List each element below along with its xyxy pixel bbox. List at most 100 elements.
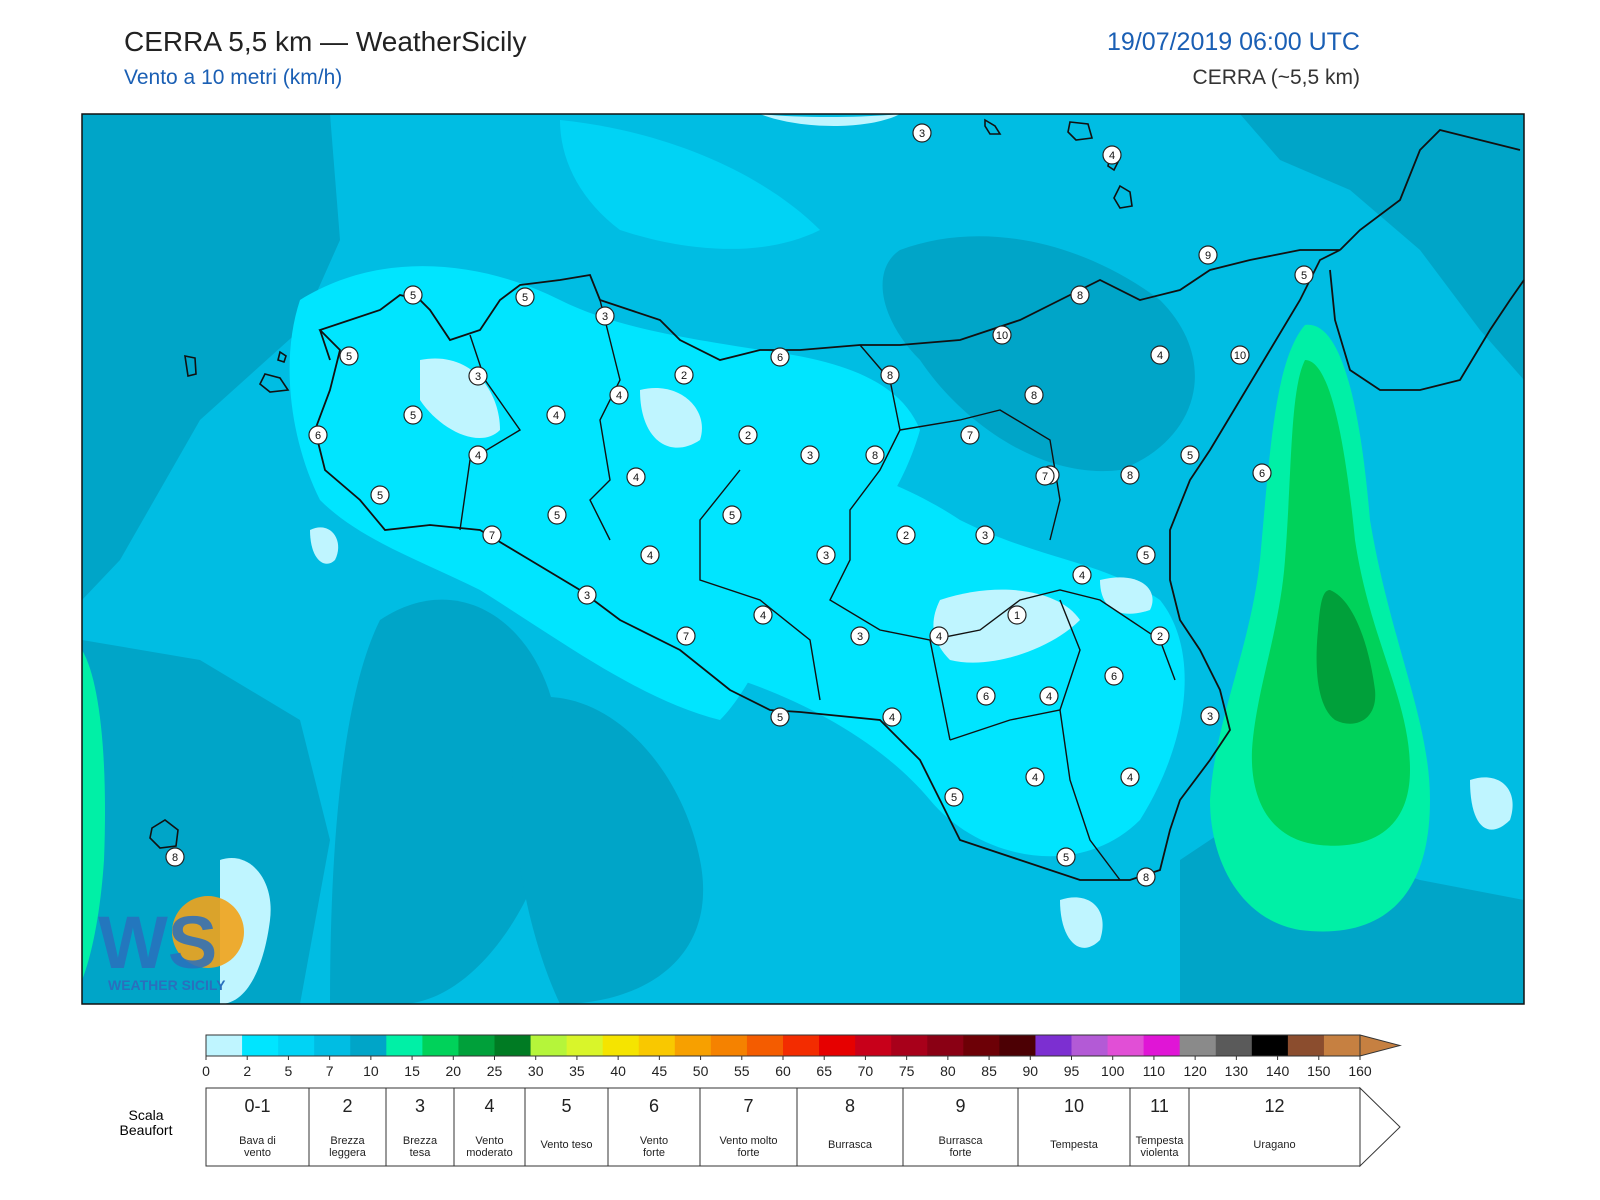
station-marker: 2	[1150, 626, 1170, 646]
station-marker: 5	[1136, 545, 1156, 565]
station-marker: 4	[929, 626, 949, 646]
colorbar-tick-label: 150	[1307, 1063, 1331, 1079]
station-marker: 8	[865, 445, 885, 465]
station-value: 6	[983, 691, 989, 703]
colorbar	[205, 1034, 1402, 1057]
station-marker: 3	[975, 525, 995, 545]
colorbar-tick-label: 160	[1348, 1063, 1372, 1079]
colorbar-swatch	[386, 1035, 423, 1056]
station-value: 9	[1205, 250, 1211, 262]
beaufort-name: vento	[244, 1147, 271, 1159]
station-marker: 4	[1072, 565, 1092, 585]
station-marker: 7	[1035, 466, 1055, 486]
station-value: 4	[553, 410, 559, 422]
station-marker: 10	[1230, 345, 1250, 365]
colorbar-swatch	[242, 1035, 279, 1056]
station-marker: 3	[1200, 706, 1220, 726]
beaufort-name: Vento teso	[541, 1139, 593, 1151]
station-marker: 8	[1120, 465, 1140, 485]
beaufort-name: moderato	[466, 1147, 512, 1159]
beaufort-name: forte	[643, 1147, 665, 1159]
station-value: 3	[1207, 711, 1213, 723]
colorbar-swatch	[1035, 1035, 1072, 1056]
station-value: 5	[377, 490, 383, 502]
colorbar-swatch	[674, 1035, 712, 1056]
beaufort-name: violenta	[1141, 1147, 1180, 1159]
map-frame	[81, 113, 1525, 1005]
beaufort-number: 5	[561, 1096, 571, 1116]
station-value: 5	[777, 712, 783, 724]
station-marker: 5	[1056, 847, 1076, 867]
colorbar-tick-label: 100	[1101, 1063, 1125, 1079]
beaufort-number: 7	[743, 1096, 753, 1116]
station-value: 10	[1234, 350, 1246, 362]
beaufort-name: Tempesta	[1136, 1135, 1185, 1147]
colorbar-swatch	[1179, 1035, 1217, 1056]
beaufort-name: Burrasca	[938, 1135, 983, 1147]
station-value: 4	[616, 390, 622, 402]
colorbar-tick-label: 60	[775, 1063, 791, 1079]
colorbar-tick-label: 10	[363, 1063, 379, 1079]
station-marker: 4	[1025, 767, 1045, 787]
station-value: 1	[1014, 610, 1020, 622]
station-marker: 3	[468, 366, 488, 386]
station-value: 5	[410, 290, 416, 302]
beaufort-label-line1: Scala	[128, 1107, 163, 1123]
station-value: 2	[745, 430, 751, 442]
beaufort-number: 0-1	[244, 1096, 270, 1116]
colorbar-swatch	[999, 1035, 1036, 1056]
station-marker: 3	[816, 545, 836, 565]
station-value: 8	[1077, 290, 1083, 302]
station-value: 4	[1109, 150, 1115, 162]
weathersicily-logo: WS WEATHER SICILY	[98, 896, 244, 993]
station-value: 4	[1032, 772, 1038, 784]
map-title: CERRA 5,5 km — WeatherSicily	[124, 26, 527, 57]
station-marker: 6	[1104, 666, 1124, 686]
colorbar-tick-label: 2	[243, 1063, 251, 1079]
beaufort-number: 11	[1150, 1096, 1169, 1116]
station-value: 5	[1301, 270, 1307, 282]
station-value: 4	[760, 610, 766, 622]
beaufort-number: 4	[484, 1096, 494, 1116]
colorbar-swatch	[891, 1035, 928, 1056]
colorbar-tick-label: 70	[858, 1063, 874, 1079]
colorbar-tick-label: 20	[445, 1063, 461, 1079]
station-marker: 1	[1007, 605, 1027, 625]
station-marker: 5	[339, 346, 359, 366]
beaufort-name: Tempesta	[1050, 1139, 1099, 1151]
station-value: 4	[633, 472, 639, 484]
station-marker: 4	[546, 405, 566, 425]
colorbar-swatch	[350, 1035, 387, 1056]
station-value: 10	[996, 330, 1008, 342]
beaufort-name: Brezza	[330, 1135, 365, 1147]
station-value: 3	[584, 590, 590, 602]
station-value: 6	[777, 352, 783, 364]
colorbar-swatch	[206, 1035, 243, 1056]
beaufort-number: 12	[1264, 1096, 1284, 1116]
colorbar-tick-label: 25	[487, 1063, 503, 1079]
station-marker: 10	[992, 325, 1012, 345]
station-value: 7	[1042, 471, 1048, 483]
colorbar-swatch	[1215, 1035, 1253, 1056]
station-value: 4	[647, 550, 653, 562]
station-value: 7	[683, 631, 689, 643]
station-value: 7	[489, 530, 495, 542]
islands	[149, 118, 1133, 849]
station-marker: 6	[1252, 463, 1272, 483]
station-value: 2	[681, 370, 687, 382]
colorbar-swatch	[746, 1035, 784, 1056]
station-value: 3	[919, 128, 925, 140]
station-value: 5	[522, 292, 528, 304]
station-value: 5	[1143, 550, 1149, 562]
station-marker: 3	[850, 626, 870, 646]
station-value: 5	[1187, 450, 1193, 462]
colorbar-tick-label: 35	[569, 1063, 585, 1079]
station-marker: 8	[165, 847, 185, 867]
